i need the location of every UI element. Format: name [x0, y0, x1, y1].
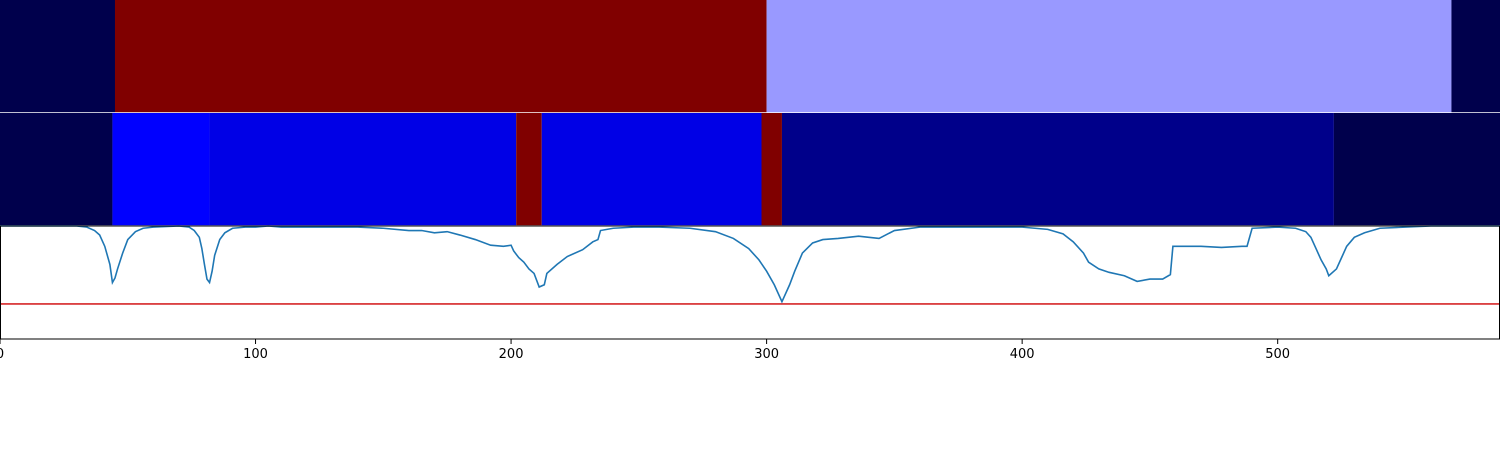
heatmap-segment-1-1	[0, 0, 115, 113]
x-tick-label-1: 100	[243, 347, 268, 362]
heatmap-track-middle	[0, 113, 1500, 227]
heatmap-track-top	[0, 0, 1500, 114]
heatmap-segment-1-3	[766, 0, 1452, 113]
heatmap-segment-2-8	[1333, 113, 1500, 226]
heatmap-segment-2-7	[781, 113, 1334, 226]
series-line-1	[0, 225, 1500, 304]
heatmap-segment-2-5	[541, 113, 762, 226]
x-tick-label-2: 200	[499, 347, 524, 362]
x-tick-label-0: 0	[0, 347, 4, 362]
heatmap-segment-1-4	[1451, 0, 1500, 113]
x-tick-label-3: 300	[754, 347, 779, 362]
line-plot-panel	[0, 225, 1500, 340]
heatmap-segment-2-1	[0, 113, 113, 226]
line-plot-background	[0, 226, 1500, 339]
x-tick-label-5: 500	[1265, 347, 1290, 362]
heatmap-segment-2-2	[112, 113, 210, 226]
heatmap-segment-2-4	[516, 113, 542, 226]
x-axis: 0 100 200 300 400 500	[0, 339, 1290, 362]
heatmap-segment-1-2	[114, 0, 767, 113]
x-tick-label-4: 400	[1010, 347, 1035, 362]
heatmap-segment-2-3	[209, 113, 517, 226]
heatmap-segment-2-6	[761, 113, 782, 226]
